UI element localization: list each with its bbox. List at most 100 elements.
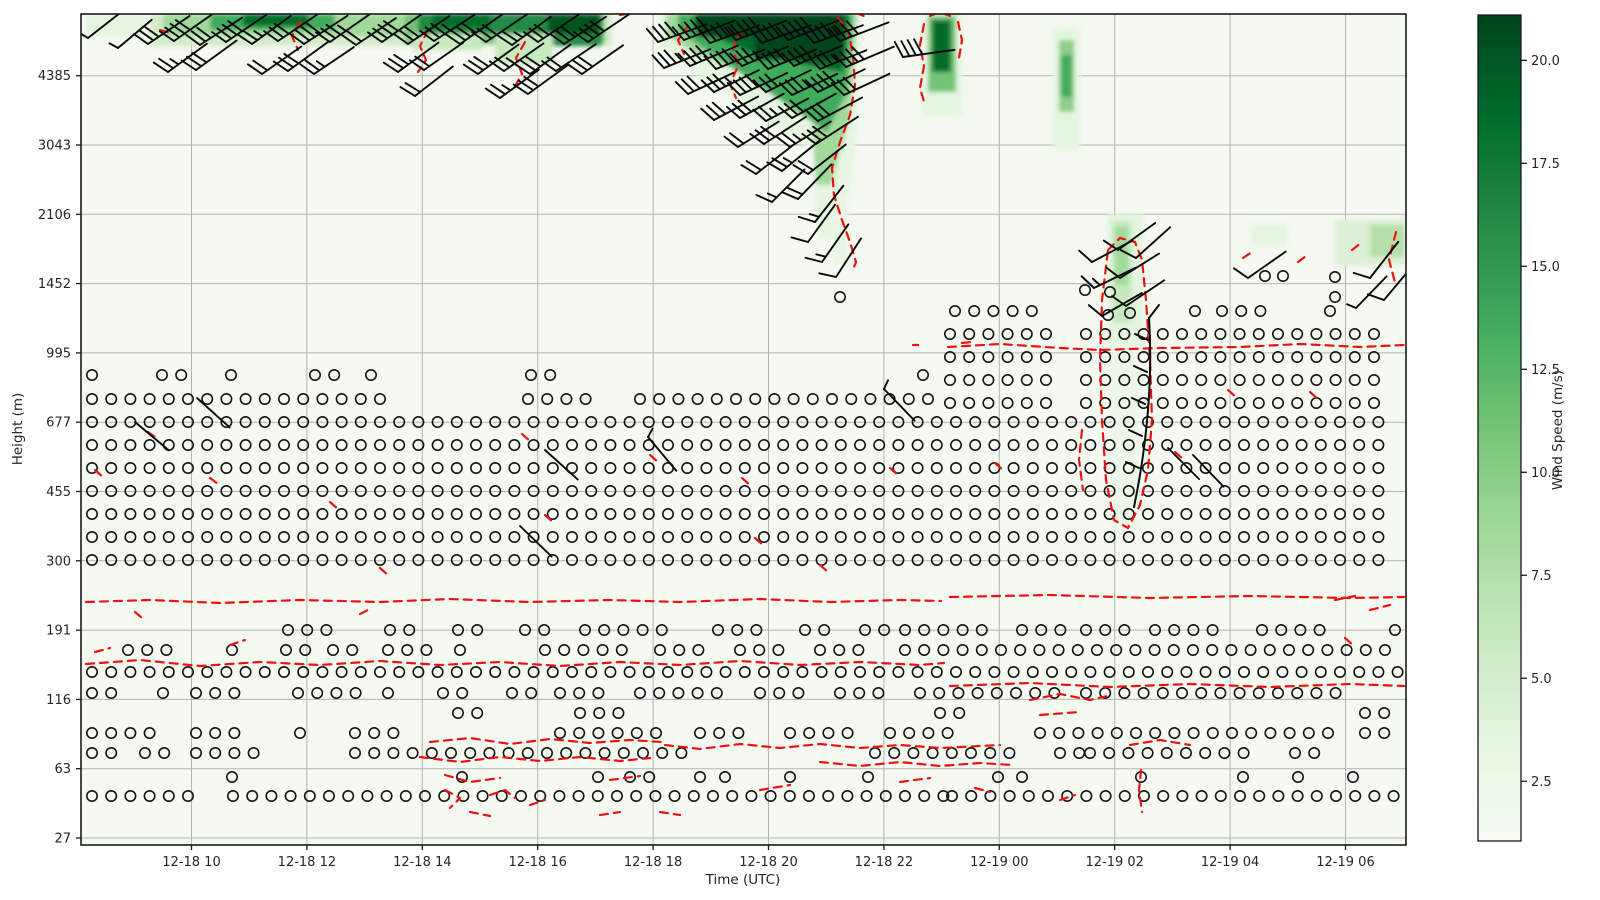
colorbar-tick-label: 10.0 [1531, 466, 1560, 481]
barb-feather [729, 23, 744, 39]
calm-circle [681, 553, 694, 566]
barb-feather [833, 24, 848, 40]
calm-circle [162, 484, 175, 497]
calm-circle [105, 507, 118, 520]
x-tick-label: 12-18 10 [162, 855, 220, 870]
calm-circle [546, 484, 559, 497]
calm-circle [1040, 327, 1053, 340]
calm-circle [86, 438, 99, 451]
calm-circle [792, 686, 805, 699]
calm-circle [190, 726, 203, 739]
calm-circle [943, 373, 956, 386]
calm-circle [1065, 553, 1078, 566]
calm-circle [834, 438, 847, 451]
calm-circle [1003, 789, 1016, 802]
calm-circle [403, 623, 416, 636]
calm-circle [476, 789, 489, 802]
barb-feather [382, 20, 399, 32]
wind-barb [289, 14, 349, 45]
calm-circle [952, 686, 965, 699]
calm-circle [1006, 304, 1019, 317]
calm-circle [943, 327, 956, 340]
calm-circle [105, 392, 118, 405]
barb-feather [393, 33, 409, 45]
calm-circle [228, 686, 241, 699]
calm-circle [1310, 350, 1323, 363]
calm-circle [226, 770, 239, 783]
calm-circle [297, 438, 310, 451]
contour-path [898, 776, 932, 784]
calm-circle [1046, 530, 1059, 543]
calm-circle [538, 643, 551, 656]
x-tick-label: 12-19 04 [1201, 855, 1259, 870]
calm-circle [1314, 665, 1327, 678]
calm-circle [438, 789, 451, 802]
calm-circle [1368, 327, 1381, 340]
calm-circle [918, 623, 931, 636]
calm-circle [1252, 686, 1265, 699]
calm-circle [982, 350, 995, 363]
calm-circle [393, 461, 406, 474]
calm-circle [546, 461, 559, 474]
calm-circle [162, 789, 175, 802]
calm-circle [642, 553, 655, 566]
calm-circle [777, 530, 790, 543]
calm-circle [1359, 726, 1372, 739]
barb-feather [792, 164, 809, 175]
barb-feather [906, 39, 917, 57]
calm-circle [239, 507, 252, 520]
calm-circle [987, 304, 1000, 317]
calm-circle [469, 553, 482, 566]
calm-circle [1195, 396, 1208, 409]
barb-feather [762, 24, 776, 40]
calm-circle [1334, 438, 1347, 451]
calm-circle [738, 507, 751, 520]
barb-feather [740, 164, 757, 175]
calm-circle [796, 461, 809, 474]
barb-feather [1087, 304, 1103, 317]
barb-feather [273, 22, 290, 35]
calm-circle [1216, 304, 1229, 317]
calm-circle [1046, 438, 1059, 451]
calm-circle [124, 392, 137, 405]
calm-circle [311, 686, 324, 699]
calm-circle [320, 623, 333, 636]
barb-feather [444, 33, 461, 45]
wind-barb [1119, 226, 1172, 259]
calm-circle [1295, 507, 1308, 520]
calm-circle [1065, 415, 1078, 428]
calm-circle [1020, 327, 1033, 340]
wind-barb [833, 45, 895, 68]
contour-path [818, 760, 1014, 768]
calm-circle [1295, 461, 1308, 474]
calm-circle [1372, 553, 1385, 566]
calm-circle [892, 530, 905, 543]
calm-circle [508, 507, 521, 520]
barb-feather [190, 30, 207, 43]
calm-circle [930, 461, 943, 474]
barb-feather [815, 102, 831, 116]
calm-circle [412, 553, 425, 566]
calm-circle [277, 665, 290, 678]
calm-circle [209, 726, 222, 739]
calm-circle [911, 665, 924, 678]
calm-circle [738, 553, 751, 566]
calm-circle [354, 415, 367, 428]
calm-circle [572, 789, 585, 802]
wind-barb [1111, 279, 1166, 307]
calm-circle [898, 643, 911, 656]
calm-circle [988, 530, 1001, 543]
calm-circle [1225, 643, 1238, 656]
calm-circle [453, 643, 466, 656]
calm-circle [883, 726, 896, 739]
calm-circle [1214, 396, 1227, 409]
calm-circle [277, 415, 290, 428]
calm-circle [988, 415, 1001, 428]
calm-circle [444, 746, 457, 759]
barb-feather [372, 27, 389, 40]
barb-feather [778, 82, 793, 96]
calm-circle [757, 553, 770, 566]
calm-circle [201, 438, 214, 451]
calm-circle [1110, 726, 1123, 739]
barb-shaft [287, 40, 330, 72]
